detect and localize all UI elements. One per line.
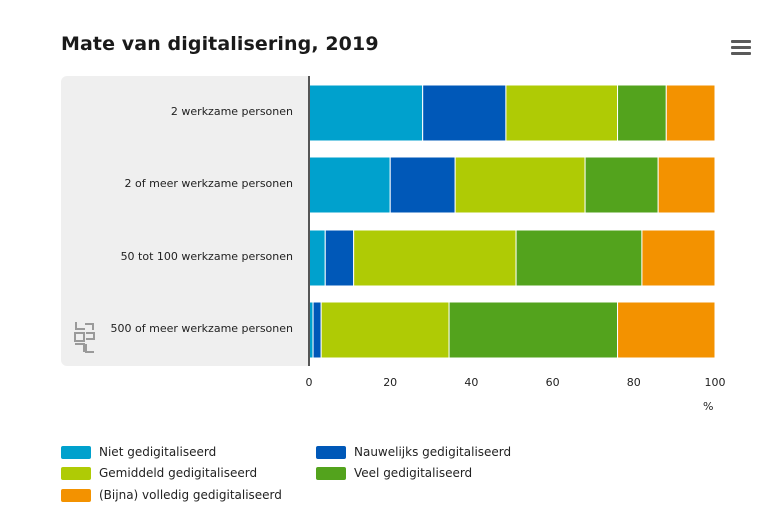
chart-title: Mate van digitalisering, 2019 — [61, 33, 379, 55]
cbs-logo-icon — [74, 322, 95, 353]
bar-segment[interactable] — [657, 156, 716, 214]
bar-segment[interactable] — [448, 301, 619, 359]
category-label: 500 of meer werkzame personen — [110, 322, 293, 335]
x-tick-label: 0 — [305, 376, 313, 389]
legend-swatch — [61, 488, 91, 502]
bar-segment[interactable] — [505, 84, 619, 142]
bar-segment[interactable] — [353, 229, 517, 287]
bar-segment[interactable] — [312, 301, 322, 359]
bar-segment[interactable] — [389, 156, 456, 214]
legend-label: Niet gedigitaliseerd — [99, 445, 217, 459]
legend-label: Nauwelijks gedigitaliseerd — [354, 445, 512, 459]
legend-swatch — [316, 445, 346, 459]
bar-segment[interactable] — [324, 229, 355, 287]
bar-segment[interactable] — [422, 84, 507, 142]
category-panel — [61, 76, 309, 366]
category-label: 2 of meer werkzame personen — [124, 177, 293, 190]
bar-segment[interactable] — [641, 229, 716, 287]
bar-segment[interactable] — [454, 156, 586, 214]
legend-label: Gemiddeld gedigitaliseerd — [99, 466, 258, 480]
legend-item[interactable]: (Bijna) volledig gedigitaliseerd — [61, 488, 282, 502]
legend-swatch — [61, 466, 91, 480]
legend-label: (Bijna) volledig gedigitaliseerd — [99, 488, 282, 502]
bar-segment[interactable] — [515, 229, 643, 287]
x-tick-label: 40 — [464, 376, 479, 389]
legend-swatch — [61, 445, 91, 459]
x-tick-label: 60 — [545, 376, 560, 389]
legend-item[interactable]: Niet gedigitaliseerd — [61, 445, 216, 459]
legend-label: Veel gedigitaliseerd — [354, 466, 473, 480]
bar-segment[interactable] — [617, 84, 667, 142]
bar-segment[interactable] — [308, 84, 424, 142]
x-axis-unit: % — [703, 400, 714, 413]
bar-segment[interactable] — [617, 301, 716, 359]
bar-segment[interactable] — [308, 229, 326, 287]
legend-item[interactable]: Veel gedigitaliseerd — [316, 466, 472, 480]
category-label: 50 tot 100 werkzame personen — [120, 250, 293, 263]
legend-item[interactable]: Gemiddeld gedigitaliseerd — [61, 466, 257, 480]
bar-segment[interactable] — [584, 156, 659, 214]
x-tick-label: 20 — [383, 376, 398, 389]
bar-segment[interactable] — [665, 84, 716, 142]
x-tick-label: 80 — [626, 376, 641, 389]
x-tick-label: 100 — [704, 376, 726, 389]
hamburger-menu-icon[interactable] — [731, 40, 751, 58]
legend-swatch — [316, 466, 346, 480]
bar-segment[interactable] — [308, 156, 391, 214]
bar-segment[interactable] — [320, 301, 450, 359]
category-label: 2 werkzame personen — [170, 105, 293, 118]
legend-item[interactable]: Nauwelijks gedigitaliseerd — [316, 445, 511, 459]
